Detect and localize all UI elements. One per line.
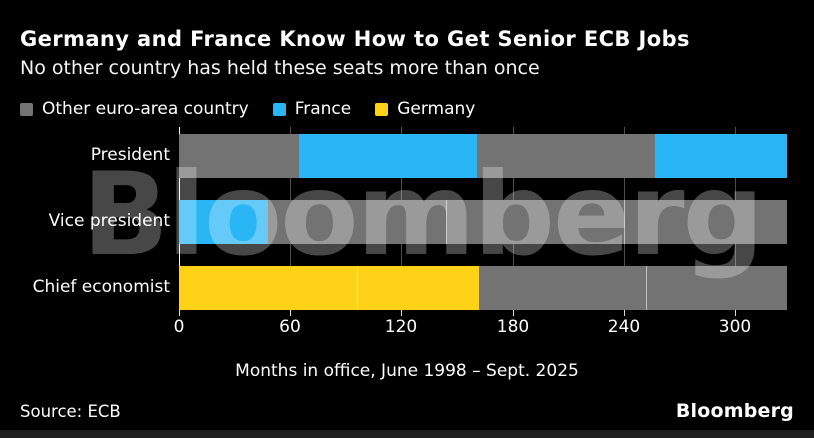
bar-segment <box>356 266 480 310</box>
bar-segment <box>267 200 446 244</box>
bar-segment <box>179 266 357 310</box>
footer-strip <box>0 430 814 438</box>
segment-separator <box>446 200 447 244</box>
legend-swatch-germany-icon <box>375 102 389 116</box>
bloomberg-logo: Bloomberg <box>675 400 794 422</box>
bar-segment <box>445 200 624 244</box>
bar-segment <box>655 134 787 178</box>
bar-segment <box>179 134 300 178</box>
legend-swatch-france-icon <box>272 102 286 116</box>
bar-segment <box>179 200 268 244</box>
legend-item-germany: Germany <box>375 99 475 119</box>
bar-segment <box>299 134 478 178</box>
x-tick-label: 240 <box>607 317 641 337</box>
row-label: Vice president <box>48 211 170 231</box>
axis-tick <box>624 310 625 316</box>
axis-tick <box>179 310 180 316</box>
legend-label-other: Other euro-area country <box>42 99 249 119</box>
x-tick-label: 180 <box>496 317 530 337</box>
axis-tick <box>735 310 736 316</box>
bar-segment <box>477 134 656 178</box>
chart-title: Germany and France Know How to Get Senio… <box>20 27 690 51</box>
legend-item-france: France <box>272 99 352 119</box>
segment-separator <box>646 266 647 310</box>
bar-segment <box>646 266 787 310</box>
x-tick-label: 120 <box>384 317 418 337</box>
x-tick-label: 60 <box>279 317 301 337</box>
bar-segment <box>623 200 787 244</box>
legend-label-france: France <box>294 99 352 119</box>
x-tick-label: 300 <box>718 317 752 337</box>
x-axis-caption: Months in office, June 1998 – Sept. 2025 <box>235 361 579 381</box>
legend-item-other: Other euro-area country <box>20 99 249 119</box>
axis-tick <box>290 310 291 316</box>
chart-subtitle: No other country has held these seats mo… <box>20 57 540 79</box>
row-label: Chief economist <box>32 277 170 297</box>
source-note: Source: ECB <box>20 402 121 421</box>
axis-tick <box>401 310 402 316</box>
row-label: President <box>90 145 170 165</box>
x-tick-label: 0 <box>173 317 185 337</box>
segment-separator <box>624 200 625 244</box>
axis-tick <box>513 310 514 316</box>
segment-separator <box>357 266 358 310</box>
bar-segment <box>479 266 647 310</box>
legend-swatch-other-icon <box>20 102 33 116</box>
legend-label-germany: Germany <box>397 99 476 119</box>
legend: Other euro-area country France Germany <box>20 99 475 119</box>
